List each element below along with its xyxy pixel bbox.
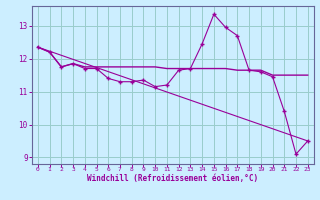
X-axis label: Windchill (Refroidissement éolien,°C): Windchill (Refroidissement éolien,°C) xyxy=(87,174,258,183)
